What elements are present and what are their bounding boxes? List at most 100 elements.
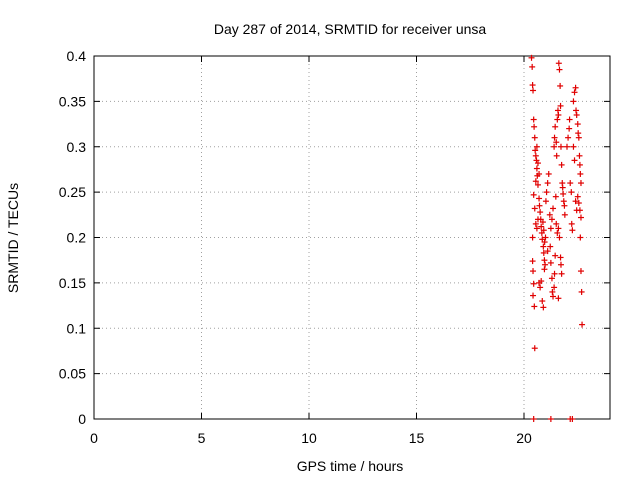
data-point — [569, 416, 576, 422]
data-point — [549, 288, 556, 295]
data-point — [554, 116, 561, 123]
data-point — [570, 143, 577, 150]
data-point — [568, 189, 575, 196]
data-point — [530, 191, 537, 198]
data-point — [551, 270, 558, 277]
data-point — [575, 130, 582, 137]
data-point — [530, 280, 537, 287]
data-point — [577, 214, 584, 221]
data-point — [555, 111, 562, 118]
data-points — [528, 54, 586, 422]
data-point — [557, 254, 564, 261]
data-point — [541, 266, 548, 273]
data-point — [573, 207, 580, 214]
data-point — [572, 84, 579, 91]
data-point — [540, 243, 547, 250]
ticks: 0 5 10 15 20 0 0.05 0.1 0.15 0.2 0.25 0.3 0.35 0.4 — [59, 48, 610, 446]
data-point — [555, 60, 562, 67]
data-point — [560, 198, 567, 205]
data-point — [542, 261, 549, 268]
data-point — [556, 66, 563, 73]
data-point — [552, 252, 559, 259]
x-tick-label: 5 — [198, 430, 206, 446]
chart-title: Day 287 of 2014, SRMTID for receiver uns… — [214, 21, 487, 37]
data-point — [575, 200, 582, 207]
data-point — [541, 239, 548, 246]
data-point — [547, 225, 554, 232]
data-point — [543, 189, 550, 196]
data-point — [553, 152, 560, 159]
data-point — [568, 220, 575, 227]
y-axis-label: SRMTID / TECUs — [5, 183, 21, 293]
data-point — [536, 202, 543, 209]
data-point — [536, 195, 543, 202]
data-point — [547, 259, 554, 266]
data-point — [537, 209, 544, 216]
data-point — [578, 288, 585, 295]
data-point — [547, 416, 554, 422]
data-point — [550, 293, 557, 300]
data-point — [529, 63, 536, 70]
data-point — [529, 258, 536, 265]
data-point — [579, 321, 586, 328]
y-tick-label: 0.35 — [59, 93, 86, 109]
data-point — [531, 123, 538, 130]
data-point — [577, 170, 584, 177]
data-point — [557, 102, 564, 109]
data-point — [547, 243, 554, 250]
x-tick-label: 0 — [90, 430, 98, 446]
x-tick-label: 20 — [516, 430, 532, 446]
data-point — [558, 270, 565, 277]
data-point — [540, 304, 547, 311]
data-point — [574, 193, 581, 200]
y-tick-label: 0 — [78, 411, 86, 427]
data-point — [531, 134, 538, 141]
data-point — [573, 107, 580, 114]
data-point — [570, 98, 577, 105]
data-point — [533, 165, 540, 172]
data-point — [550, 205, 557, 212]
data-point — [577, 180, 584, 187]
data-point — [573, 111, 580, 118]
data-point — [577, 268, 584, 275]
data-point — [539, 298, 546, 305]
data-point — [534, 181, 541, 188]
data-point — [532, 152, 539, 159]
data-point — [529, 82, 536, 89]
data-point — [538, 223, 545, 230]
data-point — [557, 82, 564, 89]
data-point — [571, 89, 578, 96]
data-point — [544, 248, 551, 255]
data-point — [540, 227, 547, 234]
data-point — [571, 157, 578, 164]
data-point — [534, 160, 541, 167]
data-point — [576, 161, 583, 168]
data-point — [530, 268, 537, 275]
data-point — [577, 234, 584, 241]
data-point — [553, 220, 560, 227]
data-point — [564, 143, 570, 150]
data-point — [530, 116, 537, 123]
data-point — [530, 87, 537, 94]
data-point — [528, 54, 535, 61]
data-point — [529, 234, 536, 241]
data-point — [560, 190, 567, 197]
y-tick-label: 0.1 — [67, 320, 87, 336]
grid — [94, 56, 610, 419]
y-tick-label: 0.15 — [59, 275, 86, 291]
data-point — [532, 220, 539, 227]
data-point — [575, 134, 582, 141]
data-point — [552, 123, 559, 130]
data-point — [533, 225, 540, 232]
data-point — [536, 170, 543, 177]
data-point — [572, 198, 579, 205]
data-point — [546, 211, 553, 218]
data-point — [539, 219, 546, 226]
data-point — [530, 292, 537, 299]
data-point — [542, 198, 549, 205]
data-point — [533, 143, 540, 150]
data-point — [551, 284, 558, 291]
data-point — [566, 125, 573, 132]
data-point — [551, 143, 558, 150]
